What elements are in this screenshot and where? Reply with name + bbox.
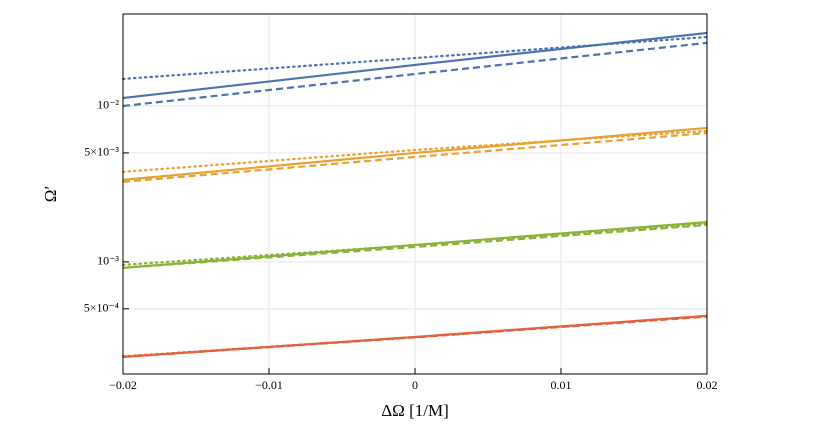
x-tick-label: 0.02: [697, 378, 718, 392]
x-axis-label: ΔΩ [1/M]: [381, 401, 448, 420]
x-tick-label: 0: [412, 378, 418, 392]
series-line: [122, 223, 708, 269]
y-tick-label: 5×10⁻³: [84, 145, 119, 159]
series-line: [121, 315, 709, 358]
series-line: [121, 35, 709, 81]
series-line: [122, 131, 708, 183]
x-tick-label: 0.01: [551, 378, 572, 392]
x-tick-label: −0.02: [109, 378, 137, 392]
y-tick-label: 5×10⁻⁴: [84, 301, 119, 315]
y-tick-label: 10⁻³: [97, 254, 119, 268]
series-line: [122, 41, 708, 108]
y-axis-label: Ω′: [41, 186, 60, 202]
y-tick-label: 10⁻²: [97, 98, 119, 112]
plot-frame: [122, 13, 708, 375]
series-line: [122, 31, 708, 100]
series-line: [121, 129, 709, 173]
x-tick-label: −0.01: [255, 378, 283, 392]
series-line: [122, 126, 708, 181]
series-line: [121, 222, 709, 266]
